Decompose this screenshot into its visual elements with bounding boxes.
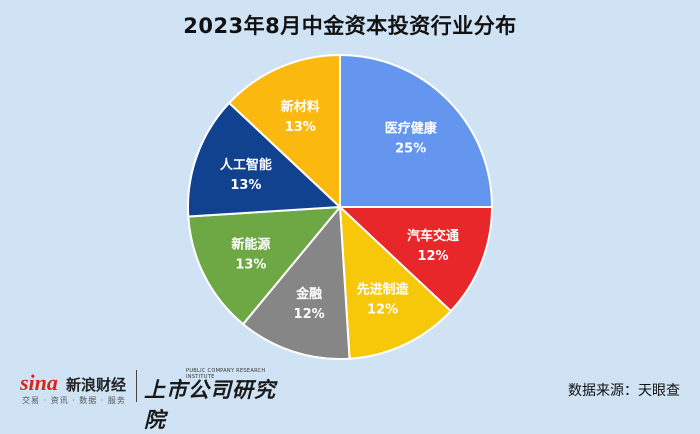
slice-percent-4: 12% — [294, 307, 325, 322]
pie-labels: 医疗健康 25% 汽车交通 12% 先进制造 12% 金融 12% 新能源 13% 人工智能 13% 新… — [220, 99, 459, 322]
data-source: 数据来源：天眼查 — [568, 383, 680, 399]
sina-finance-tagline: 交易 · 资讯 · 数据 · 服务 — [22, 396, 126, 405]
slice-label-5: 新能源 — [231, 236, 270, 252]
slice-percent-2: 12% — [417, 249, 448, 264]
slice-label-1: 医疗健康 — [385, 120, 438, 136]
slice-label-3: 先进制造 — [357, 281, 410, 297]
pie-chart: 医疗健康 25% 汽车交通 12% 先进制造 12% 金融 12% 新能源 13% 人工智能 13% 新… — [187, 53, 494, 360]
pie-slice-6 — [187, 101, 343, 218]
pie-slices — [187, 53, 494, 360]
pie-slice-2 — [337, 206, 494, 313]
pie-slice-4 — [241, 204, 351, 360]
slice-percent-7: 13% — [285, 120, 316, 135]
chart-title: 2023年8月中金资本投资行业分布 — [183, 14, 517, 38]
slice-percent-1: 25% — [395, 141, 426, 156]
institute-english-name: PUBLIC COMPANY RESEARCH INSTITUTE — [186, 368, 266, 380]
pie-slice-5 — [187, 205, 343, 326]
sina-finance-name: 新浪财经 — [66, 376, 127, 394]
pie-slice-7 — [227, 53, 341, 210]
slice-label-7: 新材料 — [281, 99, 320, 115]
sina-finance-logo: sina 新浪财经 交易 · 资讯 · 数据 · 服务 PUBLIC COMPA… — [20, 366, 280, 432]
slice-label-2: 汽车交通 — [407, 228, 459, 244]
pie-slice-1 — [339, 53, 494, 208]
pie-slice-3 — [338, 204, 453, 360]
slice-percent-6: 13% — [230, 178, 261, 193]
slice-percent-3: 12% — [367, 302, 398, 317]
slice-label-6: 人工智能 — [220, 157, 272, 173]
logo-divider — [136, 370, 137, 402]
slice-label-4: 金融 — [295, 286, 322, 302]
slice-percent-5: 13% — [235, 257, 266, 272]
sina-wordmark: sina — [20, 370, 58, 395]
institute-name: 上市公司研究院 — [144, 378, 276, 432]
